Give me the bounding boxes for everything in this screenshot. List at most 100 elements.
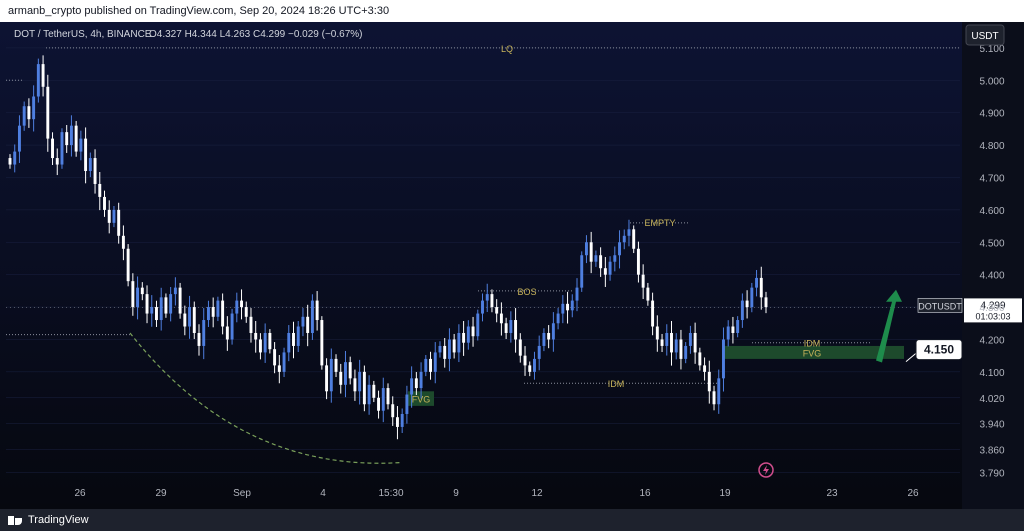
candle-body xyxy=(537,345,541,359)
candle-body xyxy=(703,365,707,372)
candle-body xyxy=(400,413,404,427)
candle-body xyxy=(69,125,73,146)
candle-body xyxy=(188,307,192,327)
candle-body xyxy=(282,352,286,372)
candle-body xyxy=(665,332,669,346)
candle-body xyxy=(670,332,673,353)
candle-body xyxy=(490,294,494,308)
candle-body xyxy=(514,320,518,340)
candle-body xyxy=(46,86,50,139)
candle-body xyxy=(740,300,744,321)
candle-body xyxy=(533,358,536,372)
candle-body xyxy=(528,365,532,372)
candle-body xyxy=(485,294,489,301)
candle-body xyxy=(268,332,272,350)
legend-ohlc: O4.327 H4.344 L4.263 C4.299 −0.029 (−0.6… xyxy=(149,29,363,40)
price-tag-value: 4.299 xyxy=(980,300,1005,311)
candle-body xyxy=(88,158,92,172)
candle-body xyxy=(197,332,201,346)
candle-body xyxy=(561,303,565,314)
y-tick-label: 4.400 xyxy=(979,271,1004,282)
candle-body xyxy=(310,300,314,333)
candle-body xyxy=(736,320,740,333)
candle-body xyxy=(566,303,570,311)
candle-body xyxy=(344,362,347,385)
candle-body xyxy=(51,138,54,159)
candle-body xyxy=(273,349,277,366)
candle-body xyxy=(136,287,140,308)
candle-body xyxy=(74,125,78,152)
candle-body xyxy=(348,362,352,379)
y-tick-label: 5.100 xyxy=(979,44,1004,55)
candle-body xyxy=(155,307,158,321)
candle-body xyxy=(17,125,21,152)
candle-body xyxy=(632,229,636,249)
replay-icon[interactable] xyxy=(758,462,774,478)
tradingview-logo-icon xyxy=(8,515,22,525)
x-tick-label: 16 xyxy=(639,488,651,499)
candle-body xyxy=(603,268,607,275)
currency-button-label[interactable]: USDT xyxy=(971,31,998,42)
candle-body xyxy=(315,300,319,321)
candle-body xyxy=(589,242,593,262)
chart-area[interactable]: LQ EMPTY BOS IDM IDM FVG FVG 4.150 DOTUSDT 4.299 0… xyxy=(0,22,1024,509)
candle-body xyxy=(183,313,187,327)
candle-body xyxy=(466,326,470,343)
candle-body xyxy=(320,320,324,366)
candle-body xyxy=(164,297,168,314)
y-tick-label: 5.000 xyxy=(979,76,1004,87)
y-tick-label: 4.800 xyxy=(979,141,1004,152)
candle-body xyxy=(410,378,414,395)
candle-body xyxy=(13,151,17,165)
y-tick-label: 4.020 xyxy=(979,394,1004,405)
candle-body xyxy=(386,388,390,405)
candle-body xyxy=(84,138,88,172)
candle-body xyxy=(495,307,499,314)
fvg-left-zone xyxy=(408,391,434,406)
candle-body xyxy=(126,248,130,282)
candle-body xyxy=(372,384,376,398)
candle-body xyxy=(570,300,574,311)
candle-body xyxy=(254,332,258,340)
candle-body xyxy=(358,371,362,392)
candle-body xyxy=(405,394,409,414)
candle-body xyxy=(206,307,210,321)
candle-body xyxy=(759,277,763,298)
candle-body xyxy=(712,391,716,405)
candle-body xyxy=(722,339,725,379)
candle-body xyxy=(674,339,678,353)
candle-body xyxy=(395,417,399,427)
candle-body xyxy=(646,287,650,301)
candle-body xyxy=(726,326,730,340)
x-tick-label: 23 xyxy=(826,488,838,499)
fvg-right-zone xyxy=(722,345,904,359)
y-tick-label: 3.790 xyxy=(979,468,1004,479)
candle-body xyxy=(292,332,295,346)
y-tick-label: 4.300 xyxy=(979,303,1004,314)
candle-body xyxy=(79,138,83,152)
y-tick-label: 4.900 xyxy=(979,109,1004,120)
price-axis-background xyxy=(962,22,1024,509)
candle-body xyxy=(235,300,239,314)
candle-body xyxy=(202,320,206,346)
candle-body xyxy=(627,229,631,236)
lq-label: LQ xyxy=(501,44,513,54)
candle-body xyxy=(481,300,484,314)
target-label: 4.150 xyxy=(924,343,954,357)
x-tick-label: 19 xyxy=(719,488,731,499)
candle-body xyxy=(551,323,555,340)
bos-label: BOS xyxy=(517,287,536,297)
liquidity-curve xyxy=(129,332,401,464)
candle-body xyxy=(391,404,395,418)
chart-background xyxy=(0,22,1024,509)
empty-label: EMPTY xyxy=(644,218,675,228)
candle-body xyxy=(55,158,59,165)
candle-body xyxy=(339,371,343,385)
currency-button[interactable] xyxy=(965,24,1005,46)
candle-body xyxy=(618,242,621,256)
symbol-tag-box xyxy=(917,298,963,313)
candle-body xyxy=(8,158,12,165)
